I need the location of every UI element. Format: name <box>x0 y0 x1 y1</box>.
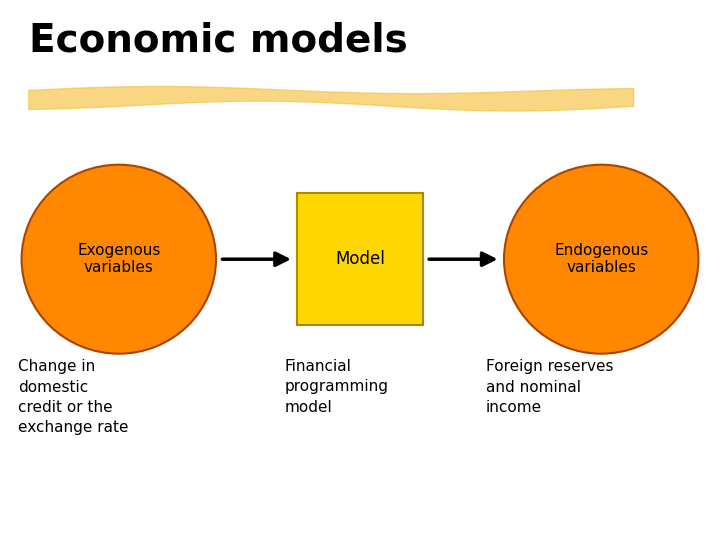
Text: Change in
domestic
credit or the
exchange rate: Change in domestic credit or the exchang… <box>18 359 128 435</box>
Ellipse shape <box>22 165 216 354</box>
Text: Exogenous
variables: Exogenous variables <box>77 243 161 275</box>
Text: Endogenous
variables: Endogenous variables <box>554 243 648 275</box>
Bar <box>297 193 423 325</box>
Ellipse shape <box>504 165 698 354</box>
Text: Model: Model <box>335 250 385 268</box>
Text: Financial
programming
model: Financial programming model <box>284 359 388 415</box>
Text: Foreign reserves
and nominal
income: Foreign reserves and nominal income <box>486 359 613 415</box>
Polygon shape <box>29 86 634 111</box>
Text: Economic models: Economic models <box>29 22 408 59</box>
